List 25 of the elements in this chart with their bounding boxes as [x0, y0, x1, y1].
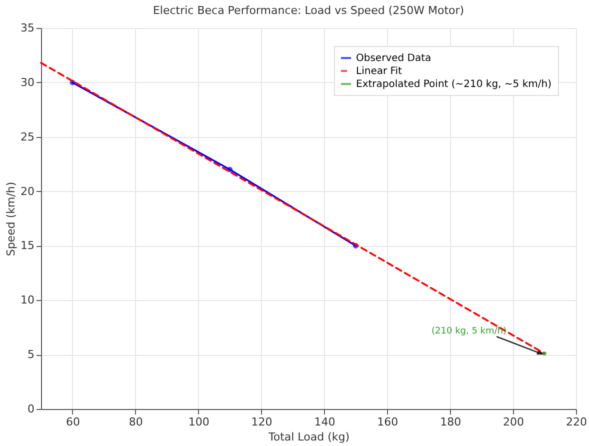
y-tick-label: 15: [20, 239, 34, 252]
x-tick-label: 60: [66, 416, 80, 428]
y-tick-label: 30: [20, 76, 34, 89]
legend-label: Observed Data: [356, 53, 432, 64]
x-tick-label: 220: [566, 416, 587, 428]
y-tick-label: 10: [20, 294, 34, 307]
y-tick-label: 35: [20, 22, 34, 34]
y-axis-title: Speed (km/h): [4, 182, 18, 256]
y-tick-label: 20: [20, 184, 34, 198]
x-tick-label: 120: [251, 416, 272, 428]
x-axis-title: Total Load (kg): [267, 430, 350, 444]
legend-label: Linear Fit: [356, 66, 402, 77]
annotation: (210 kg, 5 km/h): [432, 326, 507, 337]
x-tick-label: 100: [188, 416, 210, 428]
point: [542, 351, 547, 356]
y-tick-label: 0: [28, 402, 34, 416]
x-tick-label: 80: [128, 416, 143, 428]
x-tick-label: 200: [503, 416, 524, 428]
x-tick-label: 140: [314, 416, 336, 428]
y-tick-label: 5: [28, 348, 34, 362]
x-tick-label: 160: [377, 416, 398, 428]
legend-label: Extrapolated Point (~210 kg, ~5 km/h): [356, 79, 552, 90]
y-tick-label: 25: [20, 130, 34, 144]
x-tick-label: 180: [440, 416, 462, 428]
chart-title: Electric Beca Performance: Load vs Speed (250W Motor): [152, 4, 464, 17]
